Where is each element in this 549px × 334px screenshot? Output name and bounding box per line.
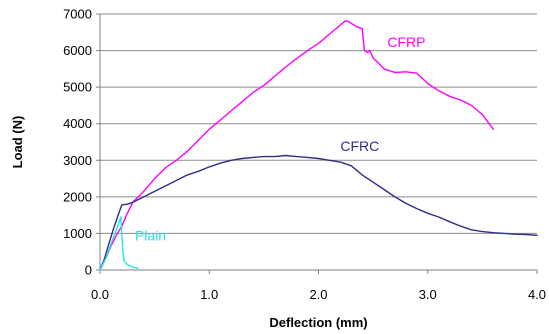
x-axis-title: Deflection (mm) [269, 315, 367, 330]
gridlines [100, 13, 537, 234]
x-tick-labels: 0.0 1.0 2.0 3.0 4.0 [91, 287, 546, 302]
y-tick-label: 3000 [63, 153, 92, 168]
series-line-plain [99, 216, 139, 271]
series-labels: CFRP CFRC Plain [135, 34, 425, 244]
y-axis-title: Load (N) [10, 116, 25, 169]
series-line-cfrc [99, 154, 538, 271]
y-tick-label: 2000 [63, 189, 92, 204]
x-tick-label: 2.0 [309, 287, 327, 302]
y-tick-label: 4000 [63, 116, 92, 131]
y-tick-label: 6000 [63, 43, 92, 58]
y-tick-label: 7000 [63, 7, 92, 22]
series-label-plain: Plain [135, 228, 166, 244]
x-tick-label: 3.0 [419, 287, 437, 302]
y-tick-label: 0 [85, 263, 92, 278]
series-lines [99, 19, 538, 271]
axes [96, 13, 538, 274]
series-label-cfrp: CFRP [387, 34, 425, 50]
y-tick-label: 5000 [63, 80, 92, 95]
x-tick-label: 1.0 [200, 287, 218, 302]
series-label-cfrc: CFRC [340, 138, 379, 154]
y-tick-labels: 0 1000 2000 3000 4000 5000 6000 7000 [63, 7, 92, 278]
y-tick-label: 1000 [63, 226, 92, 241]
series-line-cfrp [99, 19, 494, 271]
x-tick-label: 0.0 [91, 287, 109, 302]
x-tick-label: 4.0 [528, 287, 546, 302]
